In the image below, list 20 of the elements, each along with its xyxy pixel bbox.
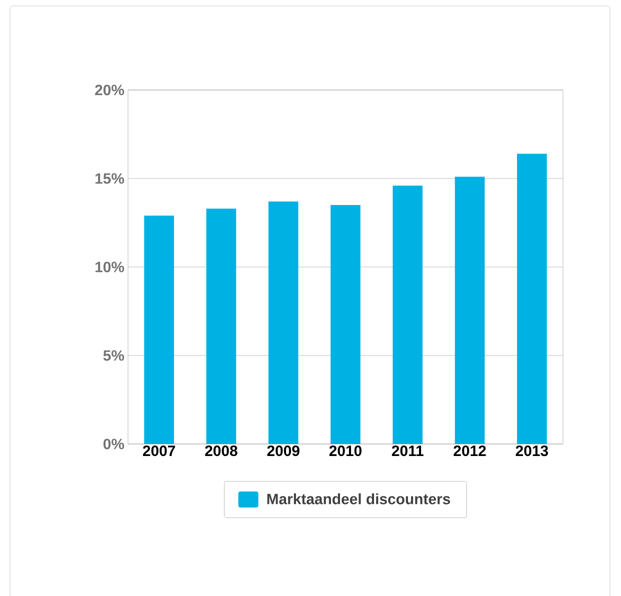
y-tick-label: 5% — [103, 350, 124, 361]
x-tick-label: 2012 — [454, 446, 486, 456]
y-tick-label: 0% — [103, 438, 124, 450]
bar — [517, 154, 547, 444]
bar — [330, 205, 360, 444]
x-tick-label: 2009 — [267, 446, 300, 456]
x-tick-label: 2010 — [329, 446, 362, 456]
x-tick-label: 2013 — [516, 446, 548, 456]
x-tick-label: 2011 — [392, 446, 424, 456]
x-tick-label: 2007 — [142, 446, 176, 456]
bar — [268, 201, 298, 444]
y-tick-label: 10% — [96, 262, 124, 272]
bar — [144, 216, 174, 444]
y-tick-label: 15% — [96, 173, 124, 184]
legend-label: Marktaandeel discounters — [267, 493, 450, 504]
x-tick-label: 2008 — [205, 446, 238, 456]
y-tick-label: 20% — [95, 84, 124, 96]
bar — [392, 186, 423, 444]
bar — [206, 208, 236, 444]
bar — [454, 176, 485, 444]
